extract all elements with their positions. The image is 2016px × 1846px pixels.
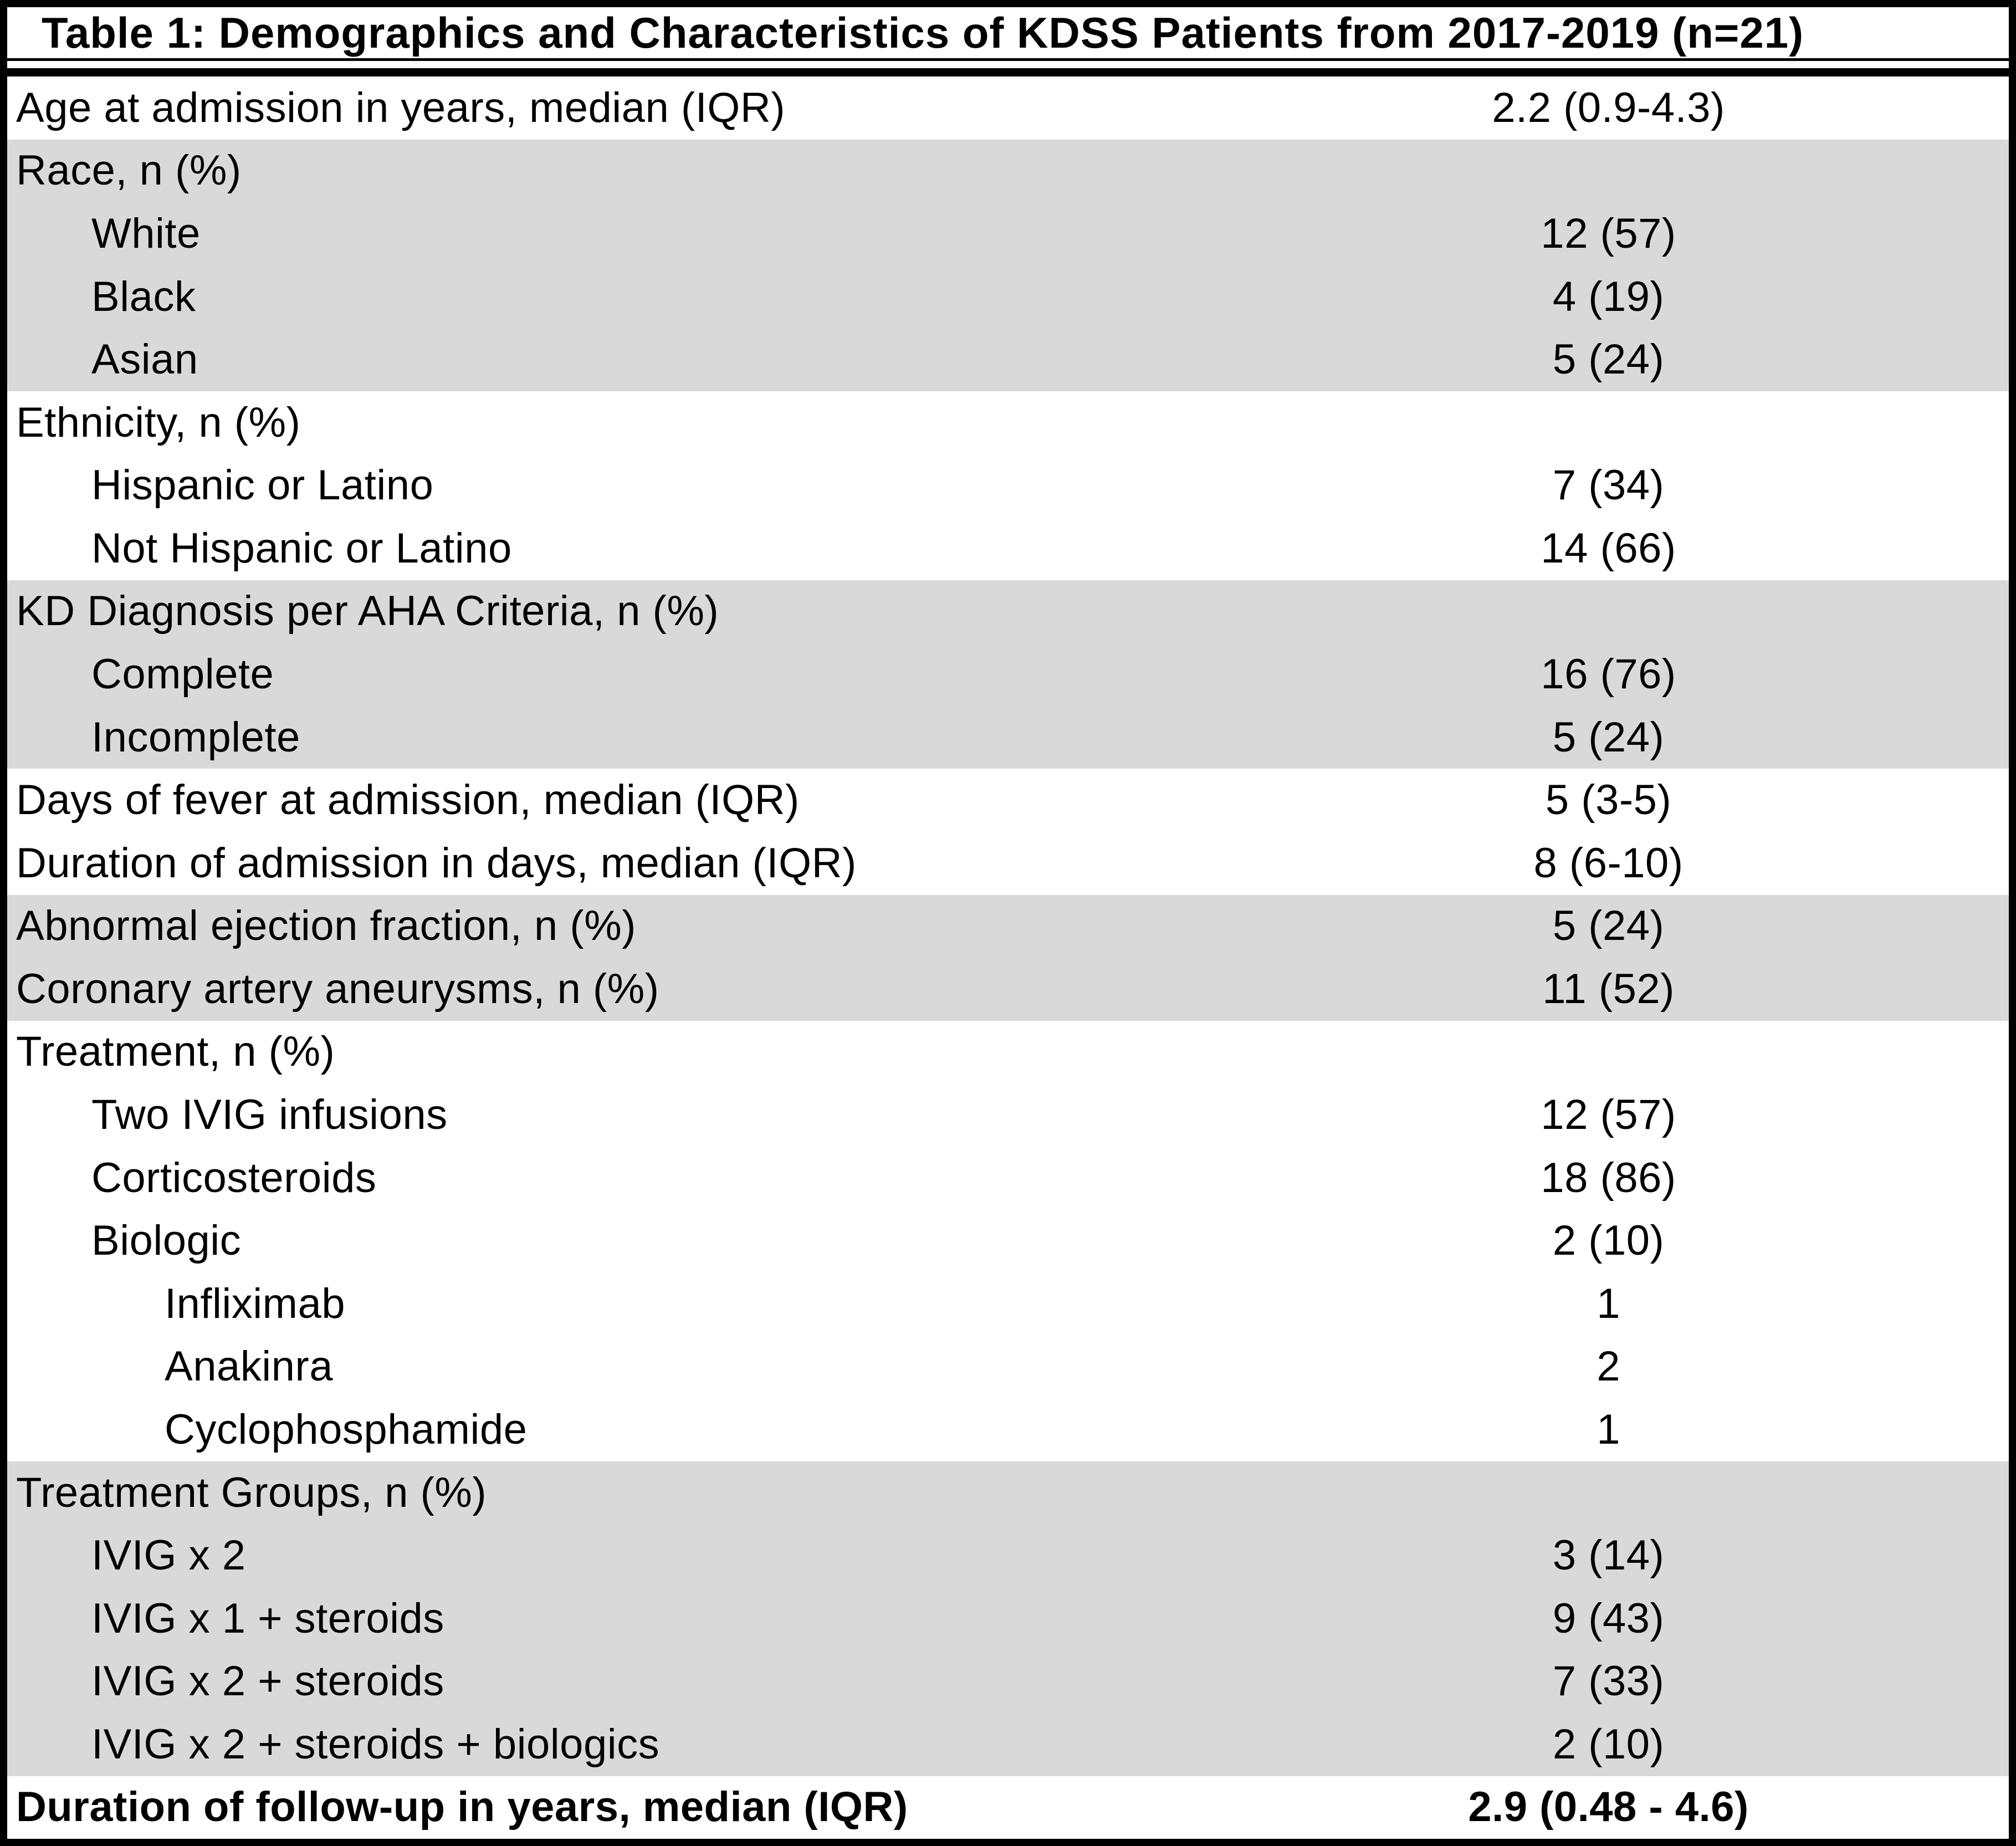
row-value: 7 (34) [1552,462,1665,509]
row-value: 5 (24) [1552,713,1665,761]
row-value: 1 [1597,1280,1620,1327]
row-value: 8 (6-10) [1533,839,1684,887]
row-label: IVIG x 2 [91,1532,246,1579]
row-value: 2 [1597,1343,1620,1390]
row-value: 4 (19) [1552,273,1665,320]
row-value: 14 (66) [1541,524,1676,572]
table-row: IVIG x 1 + steroids 9 (43) [7,1587,2009,1650]
row-label: Hispanic or Latino [91,462,434,509]
row-label: Treatment Groups, n (%) [16,1469,487,1516]
table-row: White 12 (57) [7,202,2009,265]
row-value: 5 (24) [1552,336,1665,383]
table-body: Age at admission in years, median (IQR) 2… [7,76,2009,1839]
table-row: Anakinra 2 [7,1335,2009,1399]
table-row: Black 4 (19) [7,265,2009,329]
table-row: Incomplete 5 (24) [7,705,2009,769]
row-label: Coronary artery aneurysms, n (%) [16,965,659,1013]
row-label: Not Hispanic or Latino [91,524,512,572]
table-row: Duration of admission in days, median (I… [7,831,2009,895]
table-row: Ethnicity, n (%) [7,391,2009,454]
table-row: KD Diagnosis per AHA Criteria, n (%) [7,580,2009,643]
row-label: Duration of admission in days, median (I… [16,839,857,887]
table-row: Infliximab 1 [7,1272,2009,1336]
table-row: Treatment Groups, n (%) [7,1461,2009,1525]
row-value: 12 (57) [1541,1091,1676,1139]
row-value: 5 (3-5) [1545,776,1672,824]
row-label: Complete [91,650,274,698]
row-value: 2.9 (0.48 - 4.6) [1468,1783,1749,1831]
table-row: Age at admission in years, median (IQR) 2… [7,76,2009,140]
row-value: 16 (76) [1541,650,1676,698]
table-row: Hispanic or Latino 7 (34) [7,454,2009,518]
row-label: IVIG x 2 + steroids + biologics [91,1720,660,1768]
row-value: 12 (57) [1541,209,1676,257]
row-label: Biologic [91,1217,242,1265]
table-row: Asian 5 (24) [7,328,2009,391]
row-value: 9 (43) [1552,1594,1665,1642]
row-label: Duration of follow-up in years, median (… [16,1783,908,1831]
row-label: Days of fever at admission, median (IQR) [16,776,800,824]
table-row: Treatment, n (%) [7,1020,2009,1084]
row-label: Asian [91,336,198,383]
table-row: Biologic 2 (10) [7,1209,2009,1272]
table-row: IVIG x 2 + steroids + biologics 2 (10) [7,1713,2009,1776]
row-value: 7 (33) [1552,1658,1665,1705]
row-label: Incomplete [91,713,300,761]
row-label: IVIG x 2 + steroids [91,1658,444,1705]
table-row: Corticosteroids 18 (86) [7,1146,2009,1210]
row-value: 2 (10) [1552,1217,1665,1265]
row-value: 2 (10) [1552,1720,1665,1768]
row-label: Infliximab [165,1280,345,1327]
table-row: Not Hispanic or Latino 14 (66) [7,517,2009,580]
table-row: Complete 16 (76) [7,643,2009,706]
row-label: IVIG x 1 + steroids [91,1594,444,1642]
row-label: White [91,209,201,257]
row-label: Black [91,273,196,320]
table-row: Days of fever at admission, median (IQR)… [7,769,2009,832]
table-row: Race, n (%) [7,139,2009,203]
row-value: 3 (14) [1552,1532,1665,1579]
row-label: Ethnicity, n (%) [16,398,301,446]
row-label: Cyclophosphamide [165,1405,528,1453]
row-label: Abnormal ejection fraction, n (%) [16,902,636,950]
row-label: Race, n (%) [16,147,242,195]
table-row: IVIG x 2 3 (14) [7,1524,2009,1587]
table-row: IVIG x 2 + steroids 7 (33) [7,1650,2009,1714]
row-value: 2.2 (0.9-4.3) [1492,84,1725,131]
row-label: Corticosteroids [91,1154,377,1201]
row-label: Two IVIG infusions [91,1091,448,1139]
row-value: 1 [1597,1405,1620,1453]
table-row: Duration of follow-up in years, median (… [7,1776,2009,1839]
table-row: Coronary artery aneurysms, n (%) 11 (52) [7,958,2009,1021]
row-value: 11 (52) [1542,965,1675,1013]
row-label: KD Diagnosis per AHA Criteria, n (%) [16,587,719,635]
row-label: Anakinra [165,1343,333,1390]
title-separator [7,61,2009,76]
table-row: Abnormal ejection fraction, n (%) 5 (24) [7,894,2009,958]
row-value: 5 (24) [1552,902,1665,950]
row-label: Age at admission in years, median (IQR) [16,84,786,131]
row-label: Treatment, n (%) [16,1028,335,1076]
table-row: Cyclophosphamide 1 [7,1398,2009,1461]
row-value: 18 (86) [1541,1154,1676,1201]
table-row: Two IVIG infusions 12 (57) [7,1083,2009,1147]
table-title: Table 1: Demographics and Characteristic… [7,7,2009,61]
